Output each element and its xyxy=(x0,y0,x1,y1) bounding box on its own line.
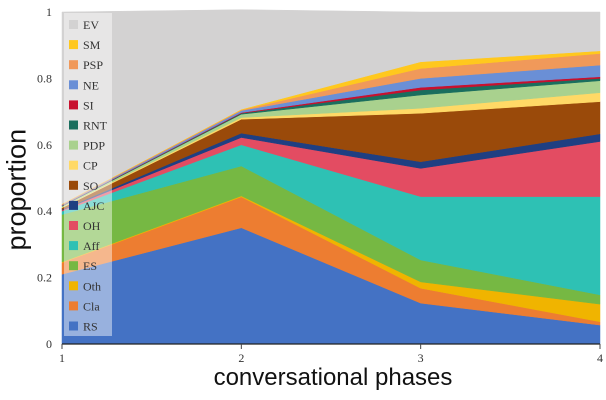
y-tick-label: 1 xyxy=(46,5,52,19)
legend-label-cp: CP xyxy=(83,159,98,173)
legend: EV SM PSP NE SI RNT PDP CP SO AJC OH Aff ES Oth Cla RS xyxy=(64,13,112,336)
legend-swatch-pdp xyxy=(69,140,78,150)
legend-label-oth: Oth xyxy=(83,279,101,293)
y-tick-label: 0.6 xyxy=(37,138,52,152)
legend-swatch-oh xyxy=(69,221,78,230)
legend-swatch-cla xyxy=(69,301,78,311)
legend-swatch-rs xyxy=(69,321,78,331)
legend-label-si: SI xyxy=(83,98,94,112)
legend-swatch-aff xyxy=(69,241,78,251)
y-axis-label: proportion xyxy=(1,128,32,251)
legend-label-rnt: RNT xyxy=(83,119,108,133)
legend-label-oh: OH xyxy=(83,219,101,233)
legend-label-ne: NE xyxy=(83,78,99,92)
legend-swatch-so xyxy=(69,180,78,190)
legend-swatch-ne xyxy=(69,80,78,90)
x-tick-label: 2 xyxy=(238,351,244,365)
x-tick-label: 4 xyxy=(597,351,603,365)
legend-label-cla: Cla xyxy=(83,299,100,313)
legend-swatch-psp xyxy=(69,60,78,70)
legend-label-so: SO xyxy=(83,179,99,193)
y-tick-label: 0.8 xyxy=(37,71,52,85)
x-axis-label: conversational phases xyxy=(213,364,453,391)
x-tick-label: 1 xyxy=(59,351,65,365)
y-tick-label: 0 xyxy=(46,337,52,351)
legend-swatch-cp xyxy=(69,160,78,170)
legend-swatch-si xyxy=(69,100,78,110)
legend-label-ajc: AJC xyxy=(83,199,104,213)
area-ev xyxy=(61,9,601,205)
legend-label-ev: EV xyxy=(83,18,99,32)
legend-swatch-oth xyxy=(69,281,78,291)
legend-swatch-ajc xyxy=(69,200,78,210)
legend-label-psp: PSP xyxy=(83,58,103,72)
legend-swatch-rnt xyxy=(69,120,78,130)
y-tick-label: 0.4 xyxy=(37,204,52,218)
legend-label-rs: RS xyxy=(83,320,98,334)
legend-label-sm: SM xyxy=(83,38,101,52)
legend-swatch-ev xyxy=(69,20,78,29)
legend-label-pdp: PDP xyxy=(83,139,105,153)
legend-swatch-sm xyxy=(69,40,78,50)
y-tick-label: 0.2 xyxy=(37,271,52,285)
legend-label-aff: Aff xyxy=(83,239,99,253)
x-tick-label: 3 xyxy=(418,351,424,365)
legend-swatch-es xyxy=(69,261,78,271)
legend-label-es: ES xyxy=(83,259,97,273)
